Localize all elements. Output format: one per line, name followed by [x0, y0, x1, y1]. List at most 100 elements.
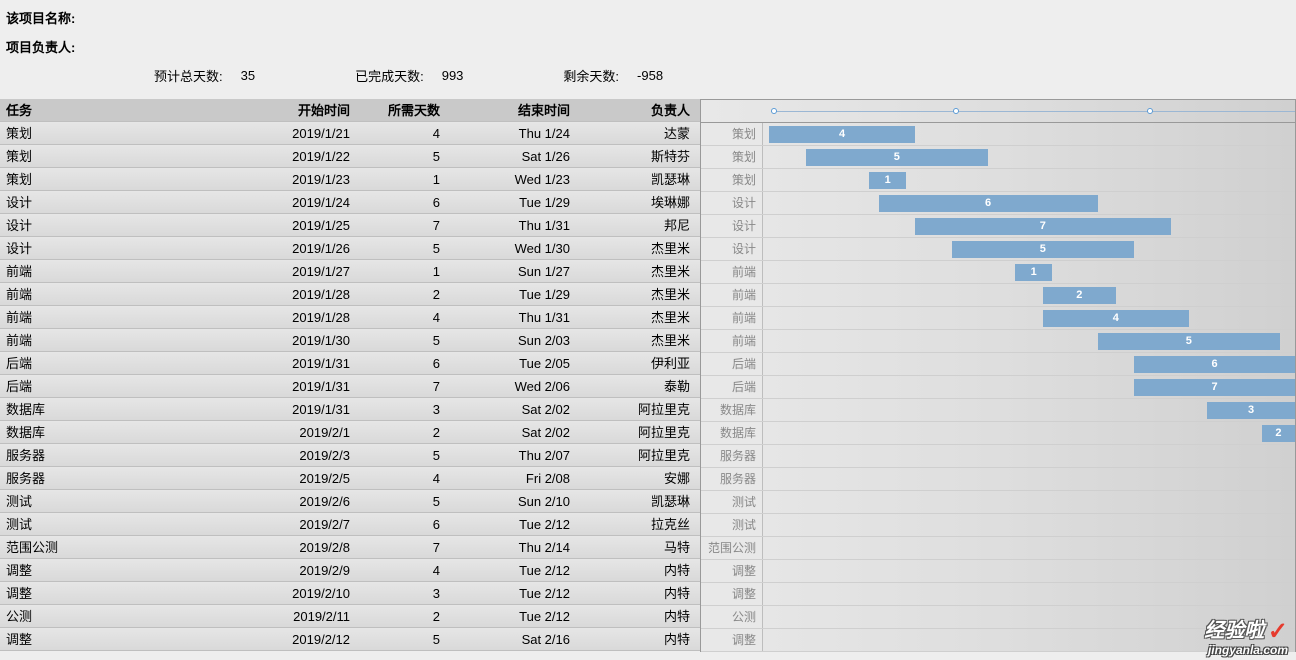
table-row: 服务器2019/2/35Thu 2/07阿拉里克: [0, 444, 700, 467]
cell-end: Sun 2/03: [450, 329, 580, 351]
cell-owner: 杰里米: [580, 329, 700, 351]
chart-row-label: 测试: [701, 514, 763, 536]
chart-row-bars: 5: [763, 330, 1295, 352]
cell-owner: 拉克丝: [580, 513, 700, 535]
chart-row-bars: 5: [763, 146, 1295, 168]
chart-row: 设计 6: [701, 192, 1295, 215]
chart-row: 策划5: [701, 146, 1295, 169]
chart-row-bars: [763, 445, 1295, 467]
chart-row-bars: 4: [763, 123, 1295, 145]
chart-row-label: 调整: [701, 560, 763, 582]
cell-start: 2019/2/10: [250, 582, 360, 604]
chart-row-label: 后端: [701, 353, 763, 375]
chart-row: 测试: [701, 514, 1295, 537]
cell-owner: 安娜: [580, 467, 700, 489]
cell-start: 2019/1/30: [250, 329, 360, 351]
chart-row-label: 公测: [701, 606, 763, 628]
cell-task: 后端: [0, 352, 250, 374]
cell-days: 7: [360, 536, 450, 558]
cell-start: 2019/2/9: [250, 559, 360, 581]
gantt-bar: 2: [1043, 287, 1116, 304]
cell-end: Tue 1/29: [450, 283, 580, 305]
gantt-bar: 4: [769, 126, 915, 143]
cell-owner: 杰里米: [580, 283, 700, 305]
cell-start: 2019/1/26: [250, 237, 360, 259]
table-row: 策划2019/1/231Wed 1/23凯瑟琳: [0, 168, 700, 191]
chart-row-label: 前端: [701, 307, 763, 329]
cell-start: 2019/1/31: [250, 398, 360, 420]
chart-row: 设计5: [701, 238, 1295, 261]
watermark-big: 经验啦: [1204, 621, 1264, 641]
cell-start: 2019/2/12: [250, 628, 360, 650]
chart-row-label: 数据库: [701, 422, 763, 444]
cell-start: 2019/1/25: [250, 214, 360, 236]
chart-row-bars: 7: [763, 215, 1295, 237]
cell-start: 2019/2/6: [250, 490, 360, 512]
cell-owner: 杰里米: [580, 237, 700, 259]
chart-row: 策划1: [701, 169, 1295, 192]
cell-days: 6: [360, 513, 450, 535]
cell-end: Tue 2/12: [450, 513, 580, 535]
chart-header: [701, 100, 1295, 123]
gantt-bar: 2: [1262, 425, 1295, 442]
cell-days: 1: [360, 260, 450, 282]
cell-end: Sat 2/02: [450, 421, 580, 443]
cell-end: Tue 1/29: [450, 191, 580, 213]
cell-task: 调整: [0, 628, 250, 650]
cell-task: 后端: [0, 375, 250, 397]
chart-row: 前端1: [701, 261, 1295, 284]
table-row: 测试2019/2/65Sun 2/10凯瑟琳: [0, 490, 700, 513]
gantt-bar: 7: [1134, 379, 1295, 396]
cell-owner: 泰勒: [580, 375, 700, 397]
cell-task: 服务器: [0, 444, 250, 466]
cell-days: 6: [360, 191, 450, 213]
table-row: 调整2019/2/125Sat 2/16内特: [0, 628, 700, 651]
done-days-label: 已完成天数:: [355, 66, 424, 85]
marker-dot: [1147, 108, 1153, 114]
chart-row-label: 服务器: [701, 468, 763, 490]
cell-end: Fri 2/08: [450, 467, 580, 489]
cell-task: 前端: [0, 283, 250, 305]
chart-row-bars: 6: [763, 353, 1295, 375]
col-days: 所需天数: [360, 99, 450, 121]
cell-end: Wed 2/06: [450, 375, 580, 397]
cell-owner: 阿拉里克: [580, 421, 700, 443]
chart-row-bars: 1: [763, 261, 1295, 283]
cell-start: 2019/1/24: [250, 191, 360, 213]
cell-task: 前端: [0, 306, 250, 328]
remain-days-value: -958: [637, 68, 663, 83]
table-row: 调整2019/2/103Tue 2/12内特: [0, 582, 700, 605]
cell-task: 设计: [0, 237, 250, 259]
chart-row-bars: 3: [763, 399, 1295, 421]
chart-row-label: 后端: [701, 376, 763, 398]
stats-line: 预计总天数: 35 已完成天数: 993 剩余天数: -958: [6, 66, 1290, 85]
cell-task: 设计: [0, 191, 250, 213]
gantt-bar: 4: [1043, 310, 1189, 327]
check-icon: ✓: [1268, 620, 1288, 644]
cell-days: 4: [360, 306, 450, 328]
gantt-bar: 1: [869, 172, 906, 189]
cell-owner: 阿拉里克: [580, 398, 700, 420]
table-row: 前端2019/1/305Sun 2/03杰里米: [0, 329, 700, 352]
cell-days: 2: [360, 283, 450, 305]
table-row: 范围公测2019/2/87Thu 2/14马特: [0, 536, 700, 559]
chart-row-label: 前端: [701, 330, 763, 352]
cell-days: 5: [360, 237, 450, 259]
table-row: 测试2019/2/76Tue 2/12拉克丝: [0, 513, 700, 536]
cell-start: 2019/2/7: [250, 513, 360, 535]
table-row: 数据库2019/2/12Sat 2/02阿拉里克: [0, 421, 700, 444]
cell-days: 2: [360, 605, 450, 627]
gantt-bar: 6: [879, 195, 1098, 212]
gantt-bar: 5: [806, 149, 989, 166]
chart-row-label: 前端: [701, 284, 763, 306]
col-task: 任务: [0, 99, 250, 121]
col-owner: 负责人: [580, 99, 700, 121]
chart-row: 后端 7: [701, 376, 1295, 399]
cell-start: 2019/2/5: [250, 467, 360, 489]
chart-row-label: 设计: [701, 192, 763, 214]
col-start: 开始时间: [250, 99, 360, 121]
marker-line: [771, 111, 1295, 112]
cell-days: 4: [360, 467, 450, 489]
marker-dot: [771, 108, 777, 114]
project-name-label: 该项目名称:: [6, 8, 1290, 27]
